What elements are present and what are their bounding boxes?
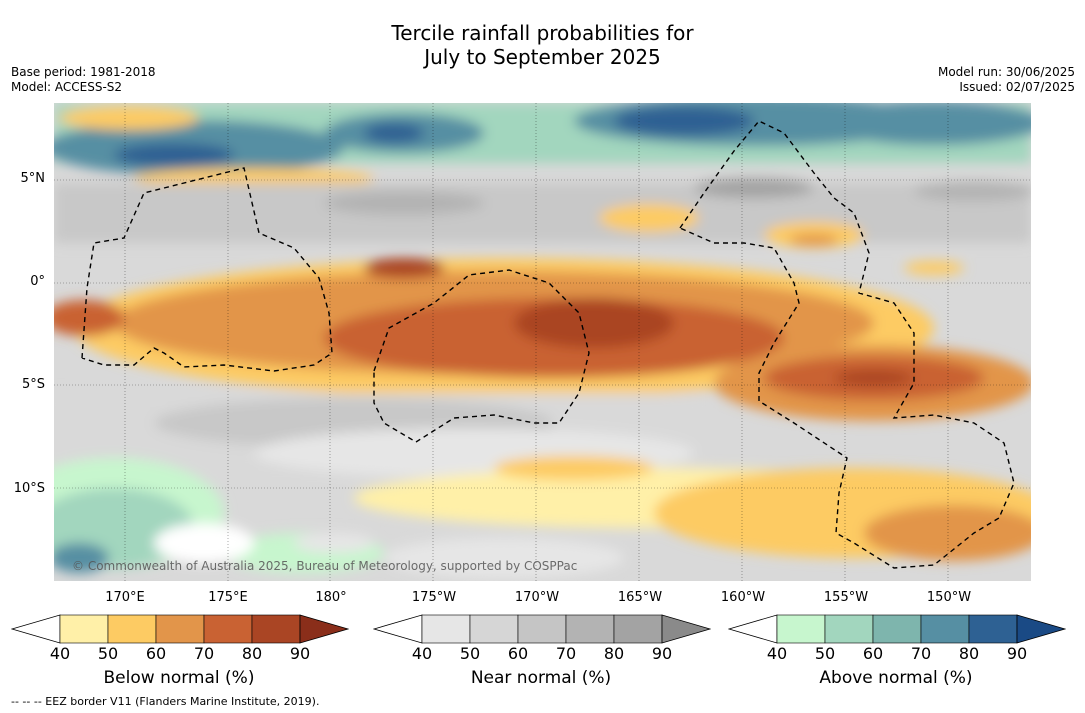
- colorbar-2-segment: [872, 614, 922, 644]
- colorbar-tick: 90: [289, 644, 311, 663]
- map-title-line2: July to September 2025: [424, 45, 661, 69]
- colorbar-1-segment: [517, 614, 567, 644]
- colorbar-tick: 90: [1006, 644, 1028, 663]
- lon-label-170w: 170°W: [514, 590, 560, 605]
- graticule: [54, 103, 1031, 581]
- colorbar-label: Below normal (%): [103, 668, 255, 688]
- lon-label-150w: 150°W: [926, 590, 972, 605]
- colorbar-0-high-arrow: [299, 614, 349, 644]
- colorbar-1-low-arrow: [373, 614, 423, 644]
- colorbar-tick: 60: [507, 644, 529, 663]
- colorbar-tick: 60: [862, 644, 884, 663]
- model-run: Model run: 30/06/2025: [937, 65, 1075, 79]
- lon-label-175w: 175°W: [411, 590, 457, 605]
- eez-footnote: -- -- -- EEZ border V11 (Flanders Marine…: [11, 695, 320, 708]
- colorbar-1-segment: [565, 614, 615, 644]
- colorbar-2-low-arrow: [728, 614, 778, 644]
- colorbar-label: Above normal (%): [819, 668, 973, 688]
- colorbar-2: [728, 614, 1066, 644]
- colorbar-2-segment: [776, 614, 826, 644]
- colorbar-tick: 50: [459, 644, 481, 663]
- colorbar-2-segment: [824, 614, 874, 644]
- colorbar-0-segment: [155, 614, 205, 644]
- colorbar-tick: 80: [241, 644, 263, 663]
- colorbar-tick: 40: [766, 644, 788, 663]
- colorbar-tick: 70: [555, 644, 577, 663]
- colorbar-1-segment: [421, 614, 471, 644]
- colorbar-2-high-arrow: [1016, 614, 1066, 644]
- colorbar-1-segment: [469, 614, 519, 644]
- lon-label-175e: 175°E: [208, 590, 248, 605]
- lon-label-170e: 170°E: [105, 590, 145, 605]
- lat-label-5s: 5°S: [21, 377, 45, 392]
- colorbar-1-high-arrow: [661, 614, 711, 644]
- lat-label-10s: 10°S: [13, 481, 45, 496]
- model-name: Model: ACCESS-S2: [11, 80, 123, 94]
- colorbar-tick: 60: [145, 644, 167, 663]
- eez-borders: [81, 120, 1015, 569]
- base-period: Base period: 1981-2018: [11, 65, 156, 79]
- issued-date: Issued: 02/07/2025: [959, 80, 1075, 94]
- colorbar-tick: 70: [193, 644, 215, 663]
- colorbar-tick: 90: [651, 644, 673, 663]
- lon-label-165w: 165°W: [617, 590, 663, 605]
- colorbar-tick: 40: [49, 644, 71, 663]
- colorbar-2-segment: [920, 614, 970, 644]
- colorbar-0-segment: [203, 614, 253, 644]
- copyright-text: © Commonwealth of Australia 2025, Bureau…: [72, 559, 577, 573]
- colorbar-0-segment: [107, 614, 157, 644]
- lon-label-155w: 155°W: [823, 590, 869, 605]
- colorbar-2-segment: [968, 614, 1018, 644]
- colorbar-tick: 80: [958, 644, 980, 663]
- map-title-line1: Tercile rainfall probabilities for: [391, 21, 694, 45]
- colorbar-tick: 80: [603, 644, 625, 663]
- colorbar-tick: 50: [97, 644, 119, 663]
- colorbar-tick: 70: [910, 644, 932, 663]
- colorbar-1-segment: [613, 614, 663, 644]
- colorbar-0: [11, 614, 349, 644]
- lon-label-180: 180°: [315, 590, 347, 605]
- colorbar-1: [373, 614, 711, 644]
- rainfall-probability-map: © Commonwealth of Australia 2025, Bureau…: [54, 103, 1031, 581]
- lat-label-5n: 5°N: [20, 171, 46, 186]
- colorbar-0-segment: [251, 614, 301, 644]
- colorbar-tick: 40: [411, 644, 433, 663]
- probability-shading: [54, 103, 1031, 578]
- colorbar-label: Near normal (%): [470, 668, 612, 688]
- colorbar-tick: 50: [814, 644, 836, 663]
- colorbar-0-low-arrow: [11, 614, 61, 644]
- lon-label-160w: 160°W: [720, 590, 766, 605]
- colorbar-0-segment: [59, 614, 109, 644]
- lat-label-0: 0°: [30, 274, 45, 289]
